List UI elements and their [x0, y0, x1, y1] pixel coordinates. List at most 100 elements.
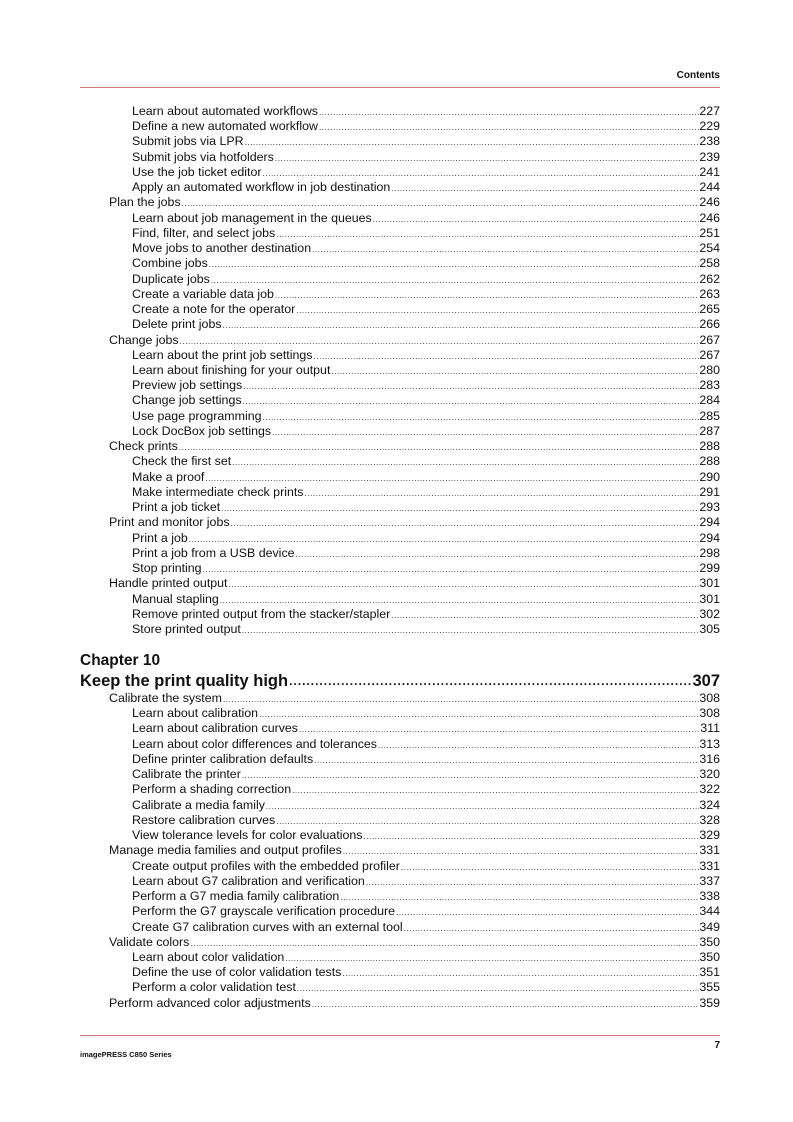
- toc-entry[interactable]: Store printed output 305: [80, 622, 720, 637]
- toc-entry[interactable]: Plan the jobs 246: [80, 195, 720, 210]
- toc-entry[interactable]: Create output profiles with the embedded…: [80, 859, 720, 874]
- dot-leader: [189, 935, 699, 950]
- dot-leader: [311, 241, 699, 256]
- dot-leader: [311, 996, 700, 1011]
- entry-title: Handle printed output: [109, 576, 228, 591]
- dot-leader: [363, 828, 699, 843]
- toc-entry[interactable]: Restore calibration curves 328: [80, 813, 720, 828]
- toc-entry[interactable]: Find, filter, and select jobs 251: [80, 226, 720, 241]
- toc-entry[interactable]: View tolerance levels for color evaluati…: [80, 828, 720, 843]
- dot-leader: [244, 134, 700, 149]
- toc-entry[interactable]: Create a variable data job 263: [80, 287, 720, 302]
- toc-entry[interactable]: Submit jobs via LPR 238: [80, 134, 720, 149]
- toc-entry[interactable]: Learn about color differences and tolera…: [80, 737, 720, 752]
- entry-title: Calibrate the printer: [132, 767, 241, 782]
- toc-entry[interactable]: Learn about the print job settings 267: [80, 348, 720, 363]
- footer-rule: [80, 1035, 720, 1036]
- toc-entry[interactable]: Define printer calibration defaults 316: [80, 752, 720, 767]
- toc-entry[interactable]: Create G7 calibration curves with an ext…: [80, 920, 720, 935]
- entry-title: Create output profiles with the embedded…: [132, 858, 400, 873]
- dot-leader: [303, 485, 699, 500]
- dot-leader: [188, 531, 700, 546]
- entry-page: 284: [699, 393, 720, 408]
- entry-page: 285: [699, 408, 720, 423]
- toc-entry[interactable]: Calibrate the printer 320: [80, 767, 720, 782]
- toc-entry[interactable]: Learn about G7 calibration and verificat…: [80, 874, 720, 889]
- dot-leader: [342, 843, 700, 858]
- entry-page: 311: [700, 721, 720, 736]
- toc-entry[interactable]: Manage media families and output profile…: [80, 843, 720, 858]
- toc-entry[interactable]: Submit jobs via hotfolders 239: [80, 150, 720, 165]
- entry-page: 246: [699, 195, 720, 210]
- dot-leader: [395, 904, 699, 919]
- toc-entry[interactable]: Change job settings 284: [80, 393, 720, 408]
- toc-entry[interactable]: Learn about automated workflows 227: [80, 104, 720, 119]
- toc-entry[interactable]: Define the use of color validation tests…: [80, 965, 720, 980]
- entry-page: 244: [699, 180, 720, 195]
- chapter-page: 307: [692, 672, 720, 690]
- toc-entry[interactable]: Perform the G7 grayscale verification pr…: [80, 904, 720, 919]
- dot-leader: [204, 470, 699, 485]
- toc-entry[interactable]: Manual stapling 301: [80, 592, 720, 607]
- dot-leader: [298, 721, 700, 736]
- dot-leader: [265, 798, 699, 813]
- toc-entry[interactable]: Perform a color validation test 355: [80, 980, 720, 995]
- toc-entry[interactable]: Perform a shading correction 322: [80, 782, 720, 797]
- entry-page: 294: [699, 530, 720, 545]
- toc-entry[interactable]: Combine jobs 258: [80, 256, 720, 271]
- toc-entry[interactable]: Print a job from a USB device 298: [80, 546, 720, 561]
- entry-page: 328: [699, 812, 720, 827]
- entry-page: 291: [699, 484, 720, 499]
- toc-entry[interactable]: Use the job ticket editor 241: [80, 165, 720, 180]
- toc-entry[interactable]: Check the first set 288: [80, 454, 720, 469]
- toc-entry[interactable]: Make intermediate check prints 291: [80, 485, 720, 500]
- toc-entry[interactable]: Apply an automated workflow in job desti…: [80, 180, 720, 195]
- entry-page: 283: [699, 378, 720, 393]
- dot-leader: [339, 889, 699, 904]
- toc-entry[interactable]: Learn about calibration 308: [80, 706, 720, 721]
- entry-title: Perform the G7 grayscale verification pr…: [132, 904, 396, 919]
- toc-entry[interactable]: Print a job 294: [80, 531, 720, 546]
- toc-entry[interactable]: Use page programming 285: [80, 409, 720, 424]
- toc-entry[interactable]: Duplicate jobs 262: [80, 272, 720, 287]
- running-header: Contents: [676, 70, 720, 81]
- entry-page: 293: [699, 500, 720, 515]
- toc-entry[interactable]: Handle printed output 301: [80, 576, 720, 591]
- entry-title: Make a proof: [132, 469, 205, 484]
- toc-entry[interactable]: Define a new automated workflow 229: [80, 119, 720, 134]
- toc-entry[interactable]: Delete print jobs 266: [80, 317, 720, 332]
- entry-page: 280: [699, 362, 720, 377]
- toc-entry[interactable]: Learn about calibration curves 311: [80, 721, 720, 736]
- toc-entry[interactable]: Validate colors 350: [80, 935, 720, 950]
- header-rule: [80, 87, 720, 88]
- entry-page: 298: [699, 545, 720, 560]
- toc-entry[interactable]: Learn about job management in the queues…: [80, 211, 720, 226]
- toc-entry[interactable]: Learn about color validation 350: [80, 950, 720, 965]
- toc-entry[interactable]: Check prints 288: [80, 439, 720, 454]
- toc-entry[interactable]: Calibrate a media family 324: [80, 798, 720, 813]
- toc-entry[interactable]: Preview job settings 283: [80, 378, 720, 393]
- toc-entry[interactable]: Learn about finishing for your output 280: [80, 363, 720, 378]
- chapter-title-entry[interactable]: Keep the print quality high 307: [80, 671, 720, 691]
- dot-leader: [288, 671, 692, 691]
- entry-page: 302: [699, 606, 720, 621]
- toc-entry[interactable]: Remove printed output from the stacker/s…: [80, 607, 720, 622]
- toc-entry[interactable]: Make a proof 290: [80, 470, 720, 485]
- toc-entry[interactable]: Perform advanced color adjustments 359: [80, 996, 720, 1011]
- toc-entry[interactable]: Move jobs to another destination 254: [80, 241, 720, 256]
- toc-entry[interactable]: Change jobs 267: [80, 333, 720, 348]
- entry-title: Delete print jobs: [132, 317, 222, 332]
- entry-page: 349: [699, 919, 720, 934]
- entry-page: 227: [699, 104, 720, 118]
- toc-entry[interactable]: Perform a G7 media family calibration 338: [80, 889, 720, 904]
- entry-title: Learn about job management in the queues: [132, 210, 372, 225]
- entry-page: 322: [699, 782, 720, 797]
- toc-entry[interactable]: Calibrate the system 308: [80, 691, 720, 706]
- toc-entry[interactable]: Print a job ticket 293: [80, 500, 720, 515]
- toc-entry[interactable]: Create a note for the operator 265: [80, 302, 720, 317]
- toc-entry[interactable]: Lock DocBox job settings 287: [80, 424, 720, 439]
- entry-page: 239: [699, 149, 720, 164]
- toc-entry[interactable]: Stop printing 299: [80, 561, 720, 576]
- toc-entry[interactable]: Print and monitor jobs 294: [80, 515, 720, 530]
- entry-title: Create a note for the operator: [132, 302, 296, 317]
